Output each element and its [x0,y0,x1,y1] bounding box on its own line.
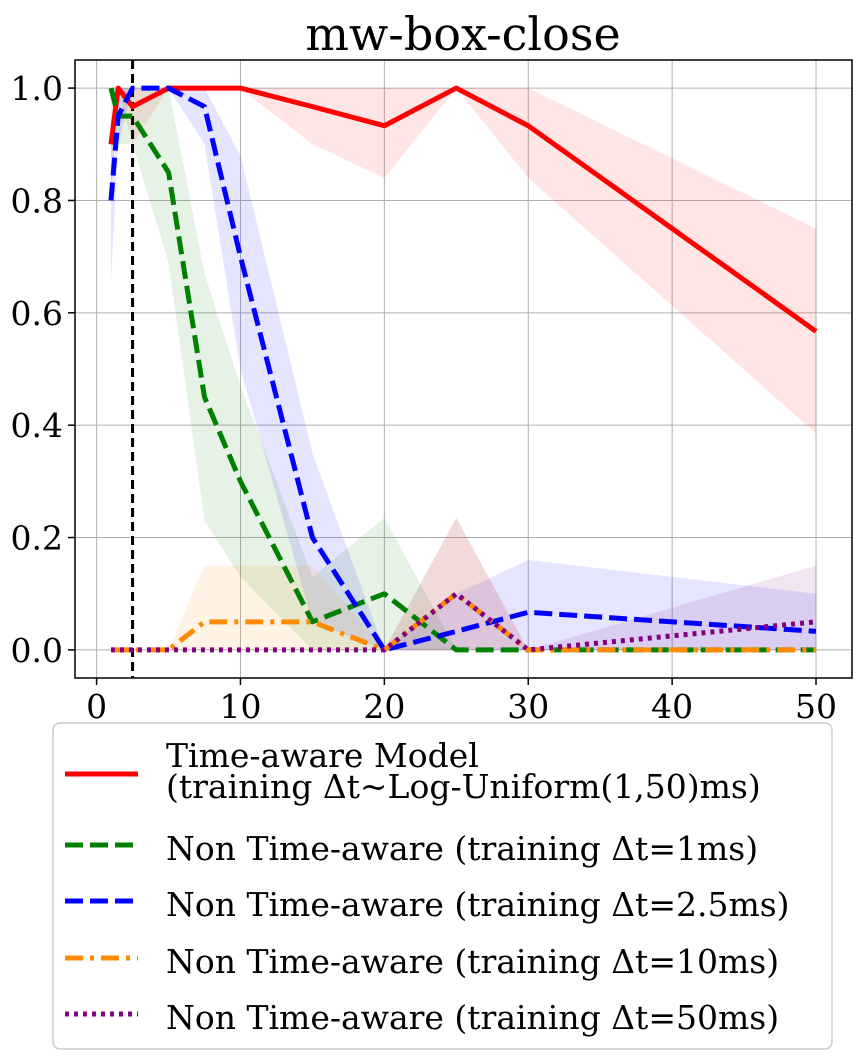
series-band-1 [110,88,817,434]
series-band-4 [110,517,817,650]
x-tick-label: 50 [795,687,837,726]
y-tick-label: 0.0 [11,631,63,670]
x-tick-label: 10 [219,687,261,726]
chart-title: mw-box-close [305,7,620,61]
legend-label-5: Non Time-aware (training Δt=50ms) [166,998,779,1037]
series-band-5 [110,517,817,650]
series-band-3 [110,88,817,650]
legend-label-1: Time-aware Model [166,736,479,775]
series-line-2 [108,87,817,653]
y-tick-label: 0.6 [11,294,63,333]
legend-box [52,722,833,1050]
series-line-4 [110,591,817,653]
y-tick-label: 1.0 [11,69,63,108]
x-tick-label: 0 [86,687,107,726]
y-tick-label: 0.4 [11,406,63,445]
legend-label-1: (training Δt~Log-Uniform(1,50)ms) [166,767,761,806]
legend-label-3: Non Time-aware (training Δt=2.5ms) [166,885,790,924]
series-line-5 [110,591,817,653]
y-tick-label: 0.8 [11,181,63,220]
plot-frame [74,59,853,679]
y-tick-label: 0.2 [11,519,63,558]
legend: Time-aware Model(training Δt~Log-Uniform… [52,722,833,1050]
x-tick-label: 40 [651,687,693,726]
x-tick-label: 30 [507,687,549,726]
legend-label-4: Non Time-aware (training Δt=10ms) [166,942,779,981]
legend-label-2: Non Time-aware (training Δt=1ms) [166,829,758,868]
series-line-3 [108,85,817,653]
x-tick-label: 20 [363,687,405,726]
plot-area: 0 10 20 30 40 50 0.0 0.2 0.4 0.6 0.8 1.0 [11,59,853,726]
